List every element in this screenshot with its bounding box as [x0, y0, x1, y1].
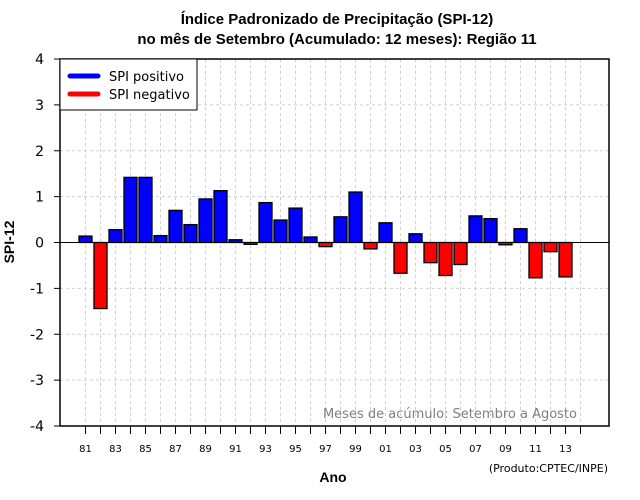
x-axis-label: Ano — [319, 469, 346, 485]
bar-04 — [423, 241, 438, 264]
legend-label-negative: SPI negativo — [109, 88, 190, 103]
x-tick-label: 03 — [409, 444, 422, 455]
y-tick-label: -4 — [30, 419, 44, 435]
legend-box — [59, 58, 198, 111]
x-tick-label: 13 — [559, 444, 572, 455]
bar-99 — [348, 191, 363, 244]
y-tick-label: -2 — [30, 327, 44, 343]
y-tick-label: -3 — [30, 373, 44, 389]
accumulation-annotation: Meses de acúmulo: Setembro a Agosto — [323, 407, 577, 422]
bar-12 — [543, 241, 558, 253]
bar-86 — [153, 234, 168, 244]
legend-label-positive: SPI positivo — [109, 70, 184, 85]
bar-13 — [558, 241, 573, 278]
bar-01 — [378, 222, 393, 244]
bar-90 — [213, 190, 228, 244]
bar-95 — [288, 207, 303, 244]
y-tick-label: 2 — [35, 144, 44, 160]
bar-96 — [303, 236, 318, 244]
bar-84 — [123, 176, 138, 244]
bar-03 — [408, 233, 423, 244]
bar-85 — [138, 176, 153, 244]
y-tick-label: 1 — [35, 190, 44, 206]
x-tick-label: 11 — [529, 444, 542, 455]
bar-05 — [438, 241, 453, 277]
bar-89 — [198, 198, 213, 244]
bar-08 — [483, 217, 498, 244]
bar-06 — [453, 241, 468, 266]
chart-title-line-2: no mês de Setembro (Acumulado: 12 meses)… — [137, 31, 536, 48]
y-axis: -4 -3 -2 -1 0 1 2 3 4 — [30, 52, 60, 435]
x-tick-label: 85 — [139, 444, 152, 455]
bar-07 — [468, 215, 483, 244]
x-tick-label: 89 — [199, 444, 212, 455]
bar-98 — [333, 216, 348, 244]
x-axis: 81 83 85 87 89 91 93 95 97 99 01 03 05 07 09 11 13 — [79, 426, 581, 455]
x-tick-label: 01 — [379, 444, 392, 455]
y-axis-label: SPI-12 — [1, 220, 17, 263]
bar-97 — [318, 241, 333, 248]
bar-10 — [513, 228, 528, 244]
bar-11 — [528, 241, 543, 279]
x-tick-label: 87 — [169, 444, 182, 455]
chart-title-line-1: Índice Padronizado de Precipitação (SPI-… — [181, 11, 494, 28]
x-tick-label: 95 — [289, 444, 302, 455]
x-tick-label: 83 — [109, 444, 122, 455]
x-tick-label: 09 — [499, 444, 512, 455]
x-tick-label: 99 — [349, 444, 362, 455]
bar-82 — [93, 241, 108, 310]
x-tick-label: 07 — [469, 444, 482, 455]
bar-94 — [273, 219, 288, 244]
bar-00 — [363, 241, 378, 250]
bar-81 — [78, 235, 93, 244]
bar-02 — [393, 241, 408, 274]
y-tick-label: 3 — [35, 98, 44, 114]
bar-88 — [183, 223, 198, 244]
bar-83 — [108, 229, 123, 244]
y-tick-label: 0 — [35, 236, 44, 252]
x-tick-label: 81 — [79, 444, 92, 455]
product-credit: (Produto:CPTEC/INPE) — [489, 462, 608, 475]
bar-87 — [168, 209, 183, 244]
x-tick-label: 91 — [229, 444, 242, 455]
x-tick-label: 05 — [439, 444, 452, 455]
bar-93 — [258, 201, 273, 244]
x-tick-label: 97 — [319, 444, 332, 455]
legend: SPI positivo SPI negativo — [59, 58, 198, 111]
y-tick-label: 4 — [35, 52, 44, 68]
x-tick-label: 93 — [259, 444, 272, 455]
y-tick-label: -1 — [30, 281, 44, 297]
